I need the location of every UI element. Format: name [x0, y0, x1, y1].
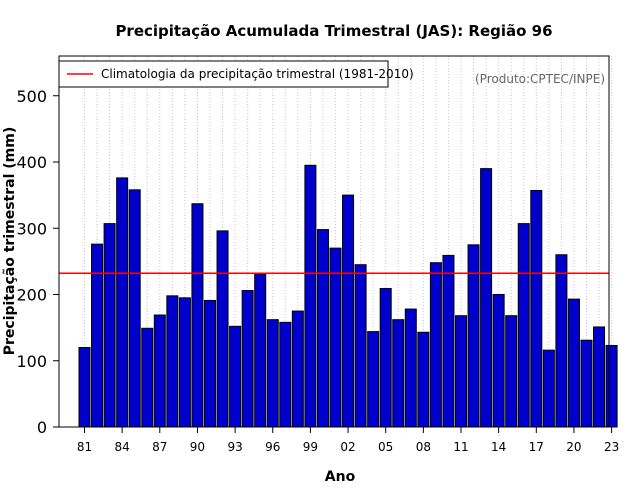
bar-15 — [505, 315, 518, 428]
bar-94 — [241, 290, 254, 428]
bars — [78, 164, 618, 428]
y-tick-label: 100 — [16, 352, 47, 371]
x-tick-label: 20 — [566, 440, 581, 454]
bar-89 — [178, 297, 191, 428]
legend-box — [58, 60, 389, 88]
bar-97 — [279, 321, 292, 428]
bar-81 — [78, 347, 91, 428]
bar-13 — [480, 168, 493, 428]
bar-82 — [91, 243, 104, 428]
bar-07 — [404, 308, 417, 428]
bar-17 — [530, 189, 543, 428]
x-tick-label: 11 — [453, 440, 468, 454]
bar-99 — [304, 164, 317, 428]
x-tick-label: 90 — [190, 440, 205, 454]
bar-90 — [191, 203, 204, 428]
bar-19 — [555, 254, 568, 428]
x-tick-label: 14 — [491, 440, 506, 454]
bar-91 — [204, 299, 216, 428]
bar-98 — [291, 310, 304, 428]
bar-95 — [254, 273, 267, 428]
bar-00 — [316, 229, 329, 428]
bar-22 — [593, 326, 606, 428]
bar-05 — [379, 288, 392, 428]
bar-87 — [153, 314, 166, 428]
bar-02 — [342, 194, 355, 428]
x-tick-label: 93 — [227, 440, 242, 454]
bar-08 — [417, 331, 430, 428]
x-tick-label: 02 — [340, 440, 355, 454]
bar-83 — [103, 223, 116, 428]
bar-21 — [580, 339, 593, 428]
x-tick-label: 87 — [152, 440, 167, 454]
bar-01 — [329, 247, 342, 428]
bar-20 — [567, 298, 580, 428]
x-tick-label: 81 — [77, 440, 92, 454]
y-tick-label: 500 — [16, 87, 47, 106]
y-axis: 0 100 200 300 400 500 — [16, 87, 59, 437]
bar-92 — [216, 230, 229, 428]
y-axis-label: Precipitação trimestral (mm) — [2, 127, 18, 355]
y-tick-label: 400 — [16, 153, 47, 172]
bar-06 — [392, 319, 405, 428]
bar-03 — [354, 264, 367, 428]
x-tick-label: 99 — [303, 440, 318, 454]
bar-88 — [166, 295, 179, 428]
bar-04 — [367, 331, 380, 428]
x-tick-label: 17 — [529, 440, 544, 454]
x-tick-label: 08 — [416, 440, 431, 454]
bar-11 — [455, 315, 467, 428]
y-tick-label: 300 — [16, 219, 47, 238]
x-axis: 81 84 87 90 93 96 99 02 05 08 11 14 17 20 23 — [77, 427, 619, 454]
bar-86 — [141, 327, 154, 428]
bar-14 — [492, 294, 505, 428]
bar-85 — [128, 189, 141, 428]
bar-84 — [116, 177, 129, 428]
y-tick-label: 200 — [16, 286, 47, 305]
bar-12 — [467, 244, 480, 428]
legend: Climatologia da precipitação trimestral … — [58, 60, 414, 88]
x-tick-label: 05 — [378, 440, 393, 454]
bar-10 — [442, 254, 455, 428]
product-credit: (Produto:CPTEC/INPE) — [475, 72, 605, 86]
bar-09 — [429, 262, 442, 428]
y-tick-label: 0 — [37, 418, 47, 437]
x-tick-label: 96 — [265, 440, 280, 454]
bar-23 — [605, 345, 618, 428]
x-tick-label: 23 — [604, 440, 619, 454]
bar-93 — [229, 325, 242, 428]
x-axis-label: Ano — [325, 469, 356, 485]
x-tick-label: 84 — [115, 440, 130, 454]
bar-18 — [542, 349, 555, 428]
bar-16 — [517, 223, 530, 428]
legend-label: Climatologia da precipitação trimestral … — [101, 67, 414, 81]
bar-96 — [266, 319, 279, 428]
chart-title: Precipitação Acumulada Trimestral (JAS):… — [115, 22, 552, 40]
plot-area-frame — [58, 55, 610, 428]
